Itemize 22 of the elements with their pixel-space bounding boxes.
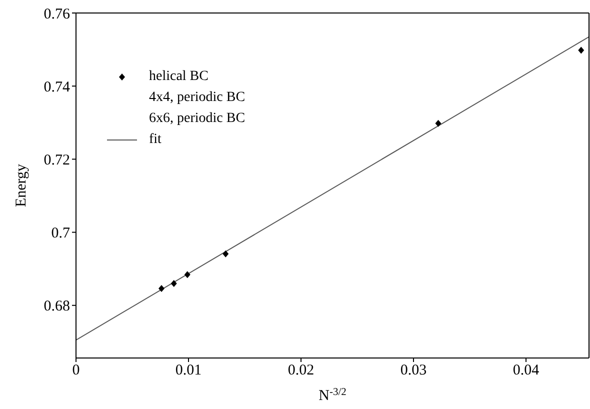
x-tick-label: 0.02 — [288, 362, 314, 379]
point — [435, 120, 442, 127]
y-tick-label: 0.7 — [51, 226, 70, 242]
y-tick-label: 0.72 — [44, 152, 70, 169]
x-tick-label: 0 — [72, 362, 80, 379]
point — [578, 46, 584, 54]
legend-label: helical BC — [149, 68, 208, 84]
legend-label: fit — [149, 132, 162, 148]
x-tick-label: 0.03 — [400, 362, 427, 379]
x-tick-label: 0.01 — [175, 362, 202, 379]
point — [158, 285, 164, 292]
x-tick-label: 0.04 — [512, 362, 540, 379]
x-axis-title: N$^{-3/2}$ — [318, 386, 346, 404]
point — [222, 250, 229, 258]
point — [170, 280, 177, 287]
y-tick-label: 0.74 — [44, 79, 70, 96]
y-tick-label: 0.68 — [44, 298, 70, 315]
text: 6x6, periodic BC — [149, 110, 246, 126]
text: 4x4, periodic BC — [149, 90, 246, 106]
point — [184, 271, 190, 278]
y-axis-title: Energy — [13, 163, 30, 208]
y-tick-label: 0.76 — [44, 6, 70, 22]
